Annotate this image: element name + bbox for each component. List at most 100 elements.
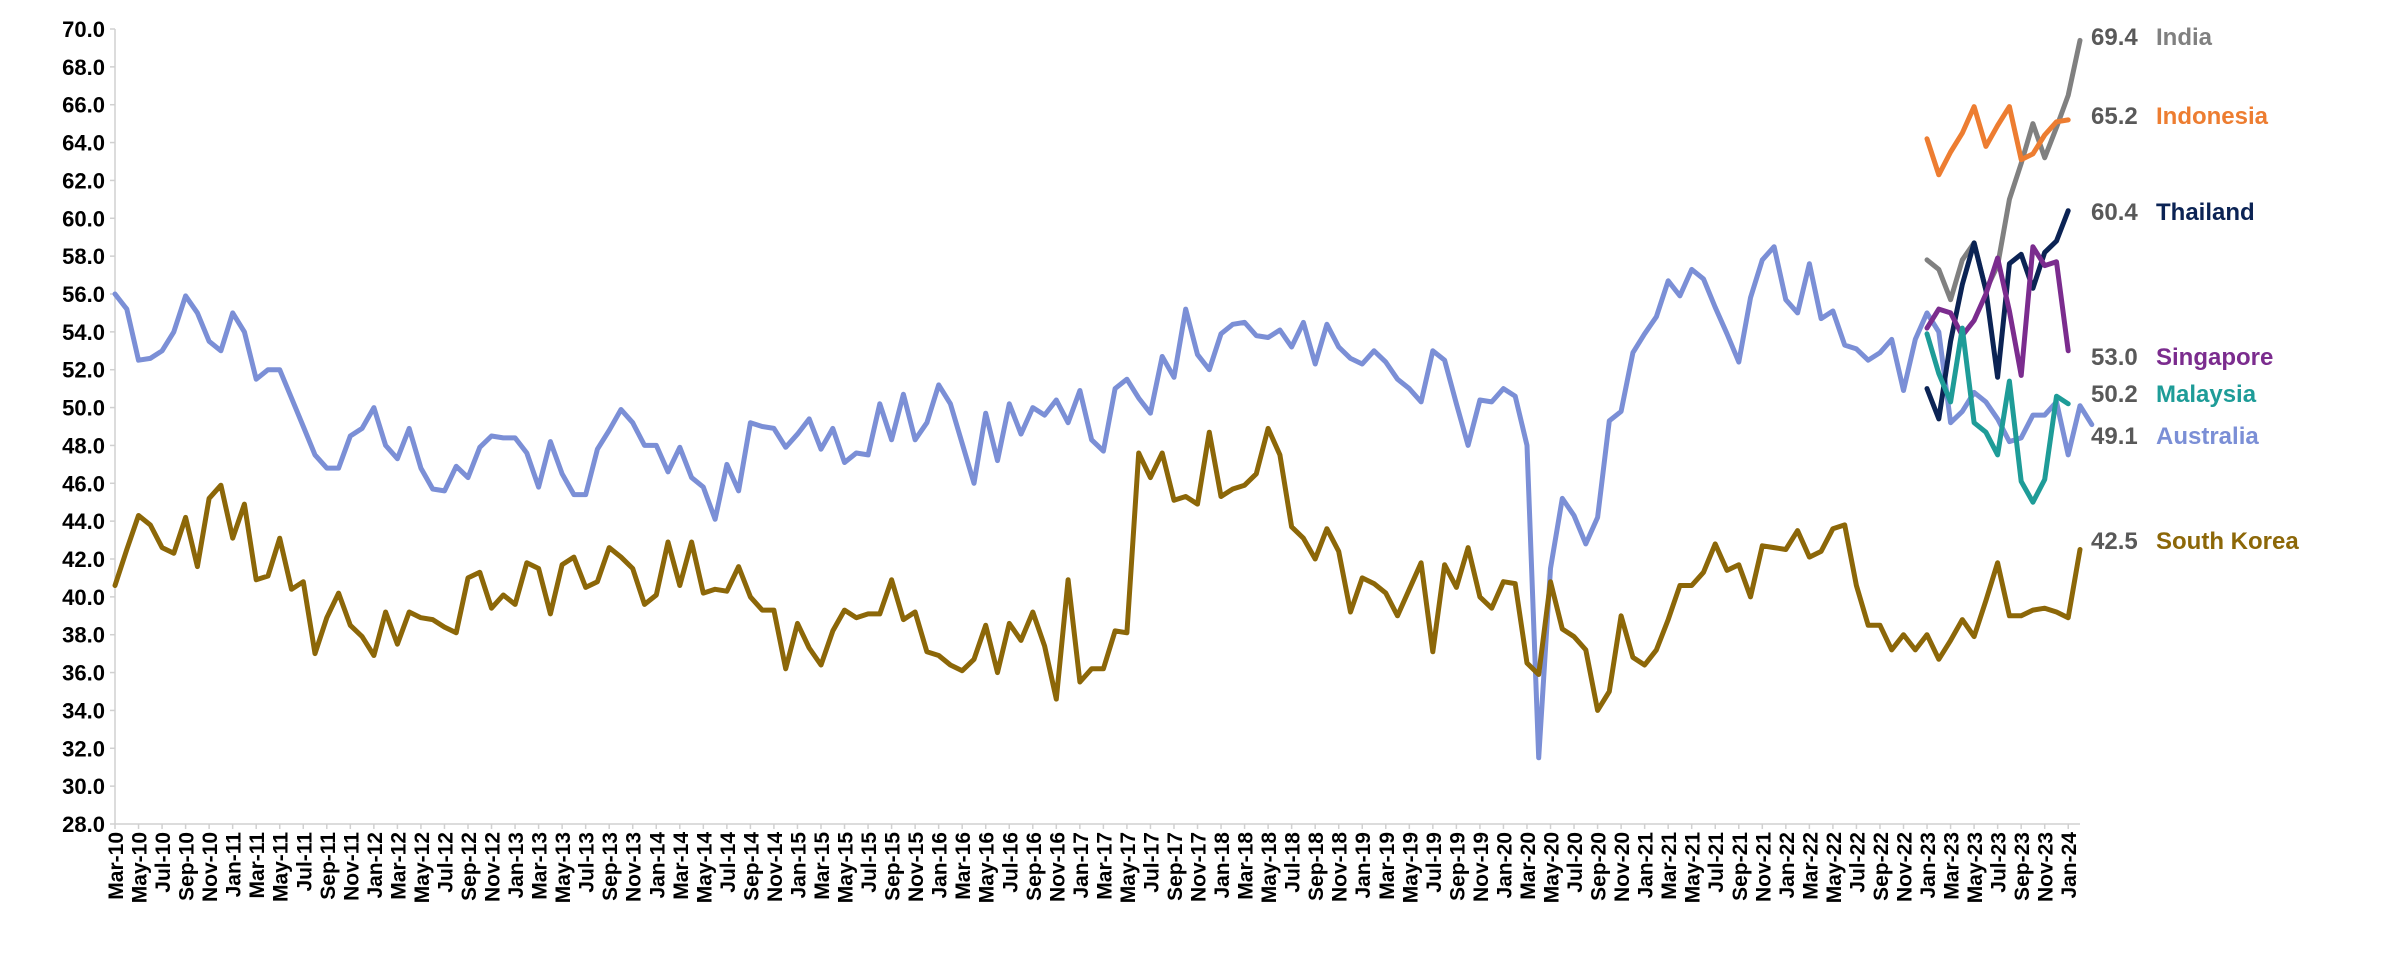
x-tick-label: Sep-16 <box>1023 832 1046 901</box>
legend-label-malaysia: Malaysia <box>2156 381 2257 408</box>
x-tick-label: Mar-11 <box>246 832 269 899</box>
x-tick-label: Mar-20 <box>1517 832 1540 900</box>
x-tick-label: Mar-13 <box>529 832 552 900</box>
x-tick-label: Jul-23 <box>1988 832 2011 893</box>
y-tick-label: 44.0 <box>62 509 105 534</box>
x-tick-label: Nov-14 <box>764 832 787 902</box>
x-tick-label: Jul-18 <box>1282 832 1305 893</box>
y-tick-label: 42.0 <box>62 547 105 572</box>
series-layer <box>112 37 2095 761</box>
x-tick-label: Mar-21 <box>1658 832 1681 900</box>
x-tick-label: Jul-15 <box>858 832 881 893</box>
y-tick-label: 40.0 <box>62 585 105 610</box>
x-tick-label: Mar-18 <box>1235 832 1258 900</box>
x-tick-label: Jul-22 <box>1846 832 1869 893</box>
x-tick-label: Mar-15 <box>811 832 834 900</box>
y-tick-label: 30.0 <box>62 774 105 799</box>
x-tick-label: Sep-17 <box>1164 832 1187 901</box>
y-tick-label: 54.0 <box>62 320 105 345</box>
y-tick-label: 56.0 <box>62 282 105 307</box>
x-tick-label: Jan-16 <box>929 832 952 899</box>
x-tick-label: Sep-11 <box>317 832 340 900</box>
x-tick-label: May-16 <box>976 832 999 903</box>
y-tick-label: 50.0 <box>62 396 105 421</box>
x-tick-label: Jan-22 <box>1776 832 1799 899</box>
x-tick-label: Jan-17 <box>1070 832 1093 899</box>
x-tick-label: Jan-24 <box>2058 832 2081 899</box>
series-line-malaysia <box>1924 325 2071 505</box>
x-tick-label: Nov-13 <box>623 832 646 902</box>
x-tick-label: Jul-16 <box>999 832 1022 893</box>
x-tick-label: Jan-15 <box>787 832 810 899</box>
end-value-malaysia: 50.2 <box>2091 381 2138 408</box>
x-tick-label: Sep-21 <box>1729 832 1752 901</box>
x-tick-label: Mar-22 <box>1799 832 1822 900</box>
x-tick-label: Jan-19 <box>1352 832 1375 899</box>
y-tick-label: 52.0 <box>62 358 105 383</box>
x-tick-label: May-14 <box>693 832 716 904</box>
series-line-australia <box>112 244 2095 761</box>
x-tick-label: Jan-20 <box>1493 832 1516 899</box>
x-tick-label: Sep-12 <box>458 832 481 901</box>
x-tick-label: Jan-14 <box>646 832 669 899</box>
y-tick-label: 58.0 <box>62 244 105 269</box>
series-line-indonesia <box>1924 104 2071 178</box>
x-tick-label: Nov-20 <box>1611 832 1634 902</box>
x-tick-label: Jul-20 <box>1564 832 1587 893</box>
series-line-thailand <box>1924 208 2071 422</box>
x-tick-label: Nov-12 <box>482 832 505 902</box>
x-tick-label: May-19 <box>1399 832 1422 903</box>
x-tick-label: Jul-21 <box>1705 832 1728 893</box>
x-tick-label: Jan-18 <box>1211 832 1234 899</box>
y-tick-label: 28.0 <box>62 812 105 837</box>
x-tick-label: Jul-14 <box>717 832 740 893</box>
x-tick-label: Nov-17 <box>1188 832 1211 902</box>
end-value-thailand: 60.4 <box>2091 199 2138 226</box>
x-tick-label: Nov-16 <box>1046 832 1069 902</box>
x-tick-label: Sep-20 <box>1588 832 1611 901</box>
x-tick-label: Jan-12 <box>364 832 387 899</box>
x-tick-label: Jul-17 <box>1140 832 1163 893</box>
x-tick-label: Nov-19 <box>1470 832 1493 902</box>
y-tick-label: 68.0 <box>62 55 105 80</box>
x-tick-label: Mar-12 <box>387 832 410 900</box>
x-tick-label: Mar-14 <box>670 832 693 900</box>
end-labels-layer: 49.1 Australia 42.5 South Korea 69.4 India 65.… <box>2091 24 2299 555</box>
end-value-india: 69.4 <box>2091 24 2138 51</box>
x-tick-label: Sep-10 <box>176 832 199 901</box>
x-tick-label: Mar-23 <box>1941 832 1964 900</box>
x-tick-label: Jul-11 <box>293 832 316 892</box>
legend-label-india: India <box>2156 24 2213 51</box>
y-tick-label: 62.0 <box>62 168 105 193</box>
x-tick-label: Jan-13 <box>505 832 528 899</box>
end-value-south-korea: 42.5 <box>2091 528 2138 555</box>
x-tick-label: May-21 <box>1682 832 1705 904</box>
series-line-singapore <box>1924 244 2071 378</box>
x-tick-label: May-20 <box>1541 832 1564 903</box>
x-tick-label: Nov-21 <box>1752 832 1775 902</box>
x-tick-label: Mar-10 <box>105 832 128 900</box>
legend-label-singapore: Singapore <box>2156 344 2273 371</box>
x-tick-label: Jul-19 <box>1423 832 1446 893</box>
x-tick-label: May-15 <box>835 832 858 904</box>
y-tick-label: 46.0 <box>62 471 105 496</box>
x-tick-label: May-23 <box>1964 832 1987 903</box>
x-tick-label: Jul-12 <box>434 832 457 893</box>
x-tick-label: Nov-22 <box>1894 832 1917 902</box>
x-tick-label: Jan-21 <box>1635 832 1658 899</box>
x-tick-label: May-18 <box>1258 832 1281 904</box>
y-tick-label: 38.0 <box>62 623 105 648</box>
y-tick-label: 60.0 <box>62 206 105 231</box>
x-tick-label: Nov-18 <box>1329 832 1352 902</box>
x-tick-label: Mar-17 <box>1093 832 1116 900</box>
x-tick-label: Sep-13 <box>599 832 622 901</box>
y-tick-label: 34.0 <box>62 698 105 723</box>
x-tick-label: May-17 <box>1117 832 1140 903</box>
y-tick-label: 66.0 <box>62 93 105 118</box>
x-tick-label: Sep-14 <box>740 832 763 901</box>
y-tick-label: 32.0 <box>62 736 105 761</box>
end-value-australia: 49.1 <box>2091 423 2138 450</box>
y-tick-label: 70.0 <box>62 17 105 42</box>
x-tick-label: Jan-23 <box>1917 832 1940 899</box>
